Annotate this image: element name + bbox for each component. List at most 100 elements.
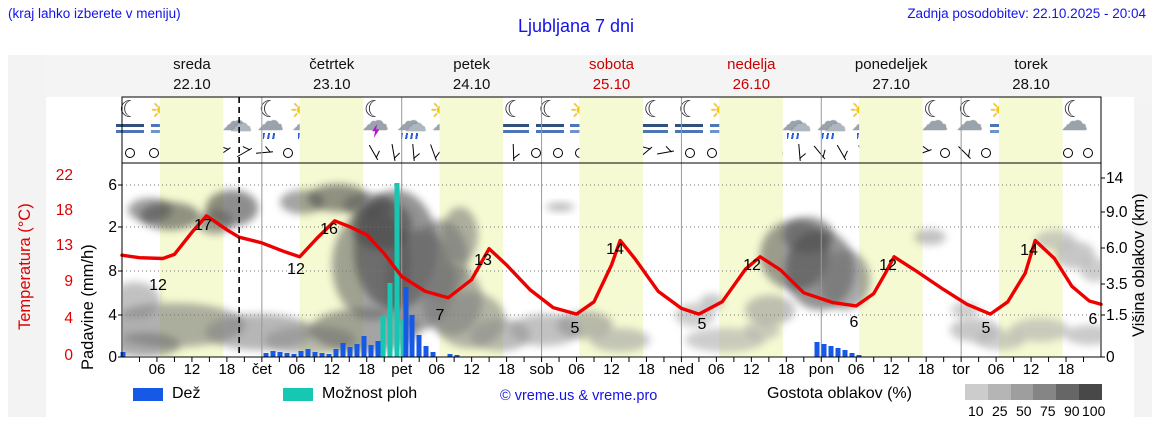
cloud-scale-label: 75 (1040, 403, 1056, 419)
hour-label: 12 (1023, 361, 1040, 378)
rain-bar (454, 355, 460, 357)
hour-label: 12 (883, 361, 900, 378)
rain-bar (447, 354, 453, 357)
precip-axis-tick: 2 (108, 219, 117, 236)
rain-bar (284, 353, 290, 357)
temperature-value-label: 14 (1020, 242, 1038, 259)
day-header-četrtek: četrtek 23.10 (262, 55, 402, 95)
fog-icon (116, 124, 144, 127)
weather-icon-moon-cloud: ☾ ☁ (1057, 99, 1093, 140)
cloud-blob (685, 328, 765, 352)
weather-icon-cloud-rain-heavy: ☁ ☁ (393, 100, 429, 140)
wind-calm-icon (279, 144, 297, 162)
rain-legend-box (160, 384, 282, 406)
temperature-value-label: 7 (436, 307, 445, 324)
weather-icon-moon-cloud-rain: ☾ ☁ (253, 99, 289, 140)
cloud-blob (820, 250, 870, 310)
day-header-torek: torek 28.10 (961, 55, 1101, 95)
temperature-value-label: 16 (320, 221, 338, 238)
temp-axis-tick: 9 (64, 273, 73, 290)
weather-icon-moon-fog: ☾ (637, 97, 673, 140)
cloud-blob (442, 207, 478, 263)
day-date: 28.10 (1012, 76, 1050, 93)
hour-label: 12 (184, 361, 201, 378)
hour-label: 06 (568, 361, 585, 378)
cloud-icon: ☁ (816, 106, 844, 137)
cloud-blob (1065, 325, 1100, 345)
shower-bar (387, 283, 393, 357)
day-name: torek (1014, 56, 1048, 73)
day-header-sobota: sobota 25.10 (542, 55, 682, 95)
hour-label: 06 (708, 361, 725, 378)
cloud-icon: ☁ (396, 106, 424, 137)
temp-axis-tick: 22 (56, 167, 73, 184)
weather-icon-moon-cloud: ☾ ☁ (917, 97, 953, 140)
rain-bar (416, 335, 422, 357)
cloud-scale-segment (1033, 384, 1057, 400)
wind-calm-icon (549, 144, 567, 162)
moon-icon: ☾ (643, 97, 665, 123)
cloud-icon: ☁ (256, 106, 284, 137)
cloud-icon: ☁ (789, 112, 812, 137)
day-header-ponedeljek: ponedeljek 27.10 (821, 55, 961, 95)
day-name: četrtek (309, 56, 355, 73)
cloud-scale-label: 25 (992, 403, 1008, 419)
rain-bar (354, 344, 360, 357)
moon-icon: ☾ (119, 97, 140, 123)
temperature-value-label: 5 (698, 316, 707, 333)
rain-bar (849, 353, 855, 357)
day-date: 26.10 (732, 76, 771, 93)
temperature-value-label: 12 (149, 277, 167, 294)
rain-bar (814, 342, 820, 357)
day-abbrev-label: ned (669, 361, 694, 378)
rain-bar (312, 352, 318, 357)
rain-bar (277, 352, 283, 357)
rain-icon (262, 133, 277, 139)
fog-icon (500, 124, 529, 127)
precip-axis-tick: 4 (108, 307, 117, 324)
lightning-icon (372, 124, 380, 138)
wind-calm-icon (681, 144, 699, 162)
cloud-blob (590, 328, 650, 352)
temperature-value-label: 5 (571, 320, 580, 337)
showers-legend-label: Možnost ploh (322, 385, 418, 402)
rain-bar (842, 350, 848, 357)
rain-bar (333, 349, 339, 357)
cloud-scale-segment (1010, 384, 1034, 400)
shower-bar (400, 319, 406, 357)
weather-icon-moon-fog: ☾ (113, 97, 149, 140)
hour-label: 18 (219, 361, 236, 378)
temp-axis-tick: 4 (64, 310, 73, 327)
weather-icon-cloud-rain: ☁☁ (812, 100, 848, 140)
hour-label: 06 (288, 361, 305, 378)
hour-label: 12 (323, 361, 340, 378)
rain-icon (822, 133, 837, 139)
hour-label: 12 (603, 361, 620, 378)
wind-calm-icon (145, 144, 163, 162)
day-abbrev-label: čet (252, 361, 273, 378)
precip-axis-tick: 0 (108, 349, 117, 366)
fog-icon (640, 124, 669, 127)
rain-bar (368, 345, 374, 357)
cloud-blob (744, 320, 780, 340)
rain-bar (423, 346, 429, 357)
day-date: 24.10 (452, 76, 491, 93)
moon-icon: ☾ (923, 97, 944, 123)
weather-icon-cloud-rain: ☁☁ (777, 100, 813, 140)
day-header-petek: petek 24.10 (402, 55, 542, 95)
cloud-icon: ☁ (221, 106, 249, 137)
rain-bar (821, 344, 827, 357)
location-hint: (kraj lahko izberete v meniju) (8, 6, 181, 21)
moon-icon: ☾ (538, 97, 560, 123)
temperature-value-label: 12 (879, 257, 897, 274)
rain-icon (787, 133, 802, 139)
cloud-height-axis-tick: 6.0 (1106, 240, 1128, 257)
hour-label: 18 (918, 361, 935, 378)
rain-bar (403, 287, 409, 357)
cloud-icon: ☁ (1060, 106, 1088, 137)
precip-axis-tick: 8 (108, 263, 117, 280)
cloud-blob (745, 295, 795, 325)
cloud-scale-segment (1056, 384, 1080, 400)
hour-label: 18 (778, 361, 795, 378)
